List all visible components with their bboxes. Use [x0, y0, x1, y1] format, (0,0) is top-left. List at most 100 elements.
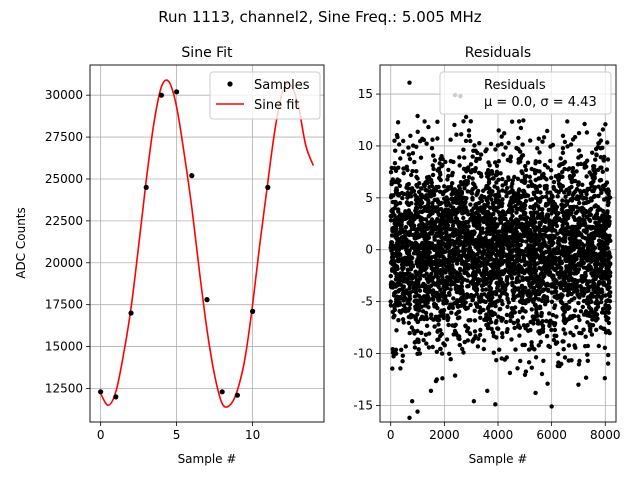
- residual-point: [413, 214, 418, 220]
- residual-point: [470, 339, 475, 344]
- residual-point: [465, 219, 471, 225]
- residual-point: [549, 290, 554, 295]
- residual-point: [517, 235, 522, 240]
- residual-point: [441, 315, 446, 321]
- residual-point: [560, 230, 565, 235]
- residual-point: [521, 228, 526, 234]
- sample-point: [204, 297, 210, 303]
- residual-point: [585, 343, 591, 349]
- residual-point: [436, 322, 441, 327]
- residual-point: [525, 260, 530, 266]
- residual-point: [539, 245, 544, 250]
- residual-point: [459, 275, 464, 280]
- residual-point: [606, 280, 612, 286]
- residual-point: [496, 210, 501, 215]
- residual-point: [589, 231, 594, 237]
- residual-point: [431, 297, 436, 302]
- residual-point: [600, 127, 606, 132]
- residual-point: [457, 242, 462, 248]
- residual-point: [533, 271, 538, 277]
- residual-point: [574, 196, 579, 202]
- residual-point: [507, 201, 513, 206]
- residual-point: [502, 285, 507, 290]
- residual-point: [605, 157, 611, 162]
- residual-point: [486, 190, 492, 195]
- residual-point: [546, 246, 552, 251]
- sine-fit-line: [99, 79, 315, 408]
- residual-point: [605, 209, 610, 214]
- residual-point: [503, 222, 508, 227]
- residual-point: [455, 316, 461, 321]
- residual-point: [513, 305, 518, 310]
- residual-point: [447, 227, 453, 232]
- residual-point: [491, 333, 496, 339]
- residual-point: [393, 227, 398, 232]
- residual-point: [462, 186, 467, 191]
- residual-point: [503, 145, 508, 150]
- residual-point: [555, 363, 560, 369]
- residual-point: [407, 282, 412, 287]
- residual-point: [461, 251, 466, 257]
- residual-point: [506, 237, 511, 243]
- residual-point: [412, 345, 418, 350]
- residual-point: [468, 202, 473, 207]
- residual-point: [406, 308, 411, 313]
- residual-point: [544, 334, 550, 339]
- residual-point: [489, 240, 494, 246]
- residual-point: [538, 198, 543, 203]
- residual-point: [510, 223, 515, 228]
- residual-point: [577, 330, 582, 336]
- residual-point: [545, 215, 550, 220]
- residual-point: [428, 315, 434, 321]
- residual-point: [470, 297, 475, 302]
- residual-point: [442, 220, 447, 226]
- residual-point: [554, 314, 559, 319]
- residual-point: [552, 327, 558, 333]
- residual-point: [504, 228, 509, 233]
- residual-point: [400, 353, 405, 358]
- residual-point: [527, 283, 532, 288]
- residual-point: [560, 146, 566, 151]
- residual-point: [598, 187, 604, 192]
- residual-point: [544, 318, 549, 324]
- residual-point: [421, 337, 426, 343]
- residual-point: [540, 298, 545, 304]
- residual-point: [446, 267, 451, 272]
- residual-point: [488, 218, 493, 224]
- residual-point: [585, 186, 590, 192]
- residual-point: [436, 278, 441, 283]
- residual-point: [573, 178, 578, 184]
- residual-point: [393, 148, 398, 153]
- residual-point: [410, 168, 415, 174]
- residual-point: [549, 282, 555, 288]
- residual-point: [473, 287, 479, 293]
- residual-point: [470, 273, 475, 278]
- sample-point: [174, 89, 180, 95]
- residual-point: [430, 172, 436, 178]
- residual-point: [396, 165, 401, 170]
- residual-point: [561, 327, 566, 332]
- residual-point: [396, 209, 401, 214]
- residual-point: [492, 221, 498, 226]
- residual-point: [538, 339, 543, 344]
- residual-point: [517, 325, 523, 330]
- residual-point: [459, 261, 465, 266]
- residual-point: [432, 324, 437, 329]
- residual-point: [451, 332, 456, 337]
- residual-point: [456, 232, 462, 237]
- residual-point: [601, 157, 606, 162]
- residual-point: [560, 339, 565, 344]
- residual-point: [432, 243, 438, 249]
- residual-point: [466, 133, 472, 138]
- residual-point: [411, 188, 417, 194]
- residual-point: [534, 261, 539, 266]
- residual-point: [461, 147, 466, 152]
- residual-point: [415, 184, 420, 189]
- residual-point: [473, 166, 478, 171]
- residual-point: [525, 252, 530, 258]
- residual-point: [477, 226, 482, 231]
- residual-point: [447, 305, 452, 310]
- residual-outlier: [415, 409, 420, 414]
- residual-point: [451, 219, 456, 224]
- residual-point: [415, 328, 420, 334]
